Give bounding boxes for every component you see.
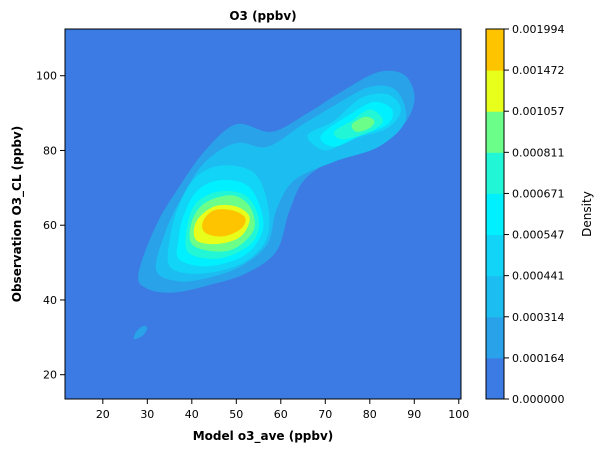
x-tick-label: 50 bbox=[229, 408, 243, 421]
chart-title: O3 (ppbv) bbox=[229, 9, 296, 23]
x-tick-label: 90 bbox=[407, 408, 421, 421]
density-band bbox=[351, 116, 375, 132]
density-band bbox=[133, 325, 148, 340]
x-tick-label: 80 bbox=[363, 408, 377, 421]
colorbar-tick-label: 0.000547 bbox=[512, 229, 565, 242]
colorbar-tick-label: 0.001994 bbox=[512, 23, 565, 36]
x-tick-label: 60 bbox=[274, 408, 288, 421]
plot-area bbox=[64, 28, 462, 400]
colorbar-tick-label: 0.001472 bbox=[512, 64, 565, 77]
colorbar-segment bbox=[486, 357, 504, 400]
colorbar-tick-label: 0.000164 bbox=[512, 352, 565, 365]
density-contours bbox=[133, 70, 415, 340]
colorbar-tick-label: 0.001057 bbox=[512, 105, 565, 118]
colorbar-tick-label: 0.000671 bbox=[512, 187, 565, 200]
colorbar-segment bbox=[486, 275, 504, 318]
x-axis-label: Model o3_ave (ppbv) bbox=[193, 429, 334, 444]
colorbar-frame bbox=[485, 28, 505, 400]
x-tick-label: 40 bbox=[185, 408, 199, 421]
x-tick-label: 70 bbox=[318, 408, 332, 421]
x-tick-label: 100 bbox=[448, 408, 469, 421]
x-axis: 20 30 40 50 60 70 80 90 100 bbox=[96, 399, 469, 421]
colorbar-label: Density bbox=[580, 191, 594, 237]
y-tick-label: 100 bbox=[36, 70, 57, 83]
colorbar-segment bbox=[486, 316, 504, 359]
colorbar: 0.000000 0.000164 0.000314 0.000441 0.000547… bbox=[485, 23, 565, 406]
x-tick-label: 30 bbox=[140, 408, 154, 421]
colorbar-tick-label: 0.000811 bbox=[512, 146, 565, 159]
x-tick-label: 20 bbox=[96, 408, 110, 421]
colorbar-segment bbox=[486, 193, 504, 236]
colorbar-segment bbox=[486, 111, 504, 153]
colorbar-segment bbox=[486, 152, 504, 194]
colorbar-tick-label: 0.000314 bbox=[512, 311, 565, 324]
y-axis-label: Observation O3_CL (ppbv) bbox=[10, 126, 25, 302]
colorbar-segment bbox=[486, 29, 504, 71]
colorbar-tick-label: 0.000000 bbox=[512, 393, 565, 406]
density-band bbox=[202, 209, 246, 237]
y-tick-label: 80 bbox=[43, 144, 57, 157]
colorbar-segment bbox=[486, 234, 504, 277]
y-tick-label: 40 bbox=[43, 294, 57, 307]
y-tick-label: 60 bbox=[43, 219, 57, 232]
y-axis: 20 40 60 80 100 bbox=[36, 70, 65, 382]
y-tick-label: 20 bbox=[43, 369, 57, 382]
colorbar-segment bbox=[486, 70, 504, 112]
plot-frame bbox=[64, 28, 462, 400]
colorbar-tick-label: 0.000441 bbox=[512, 270, 565, 283]
